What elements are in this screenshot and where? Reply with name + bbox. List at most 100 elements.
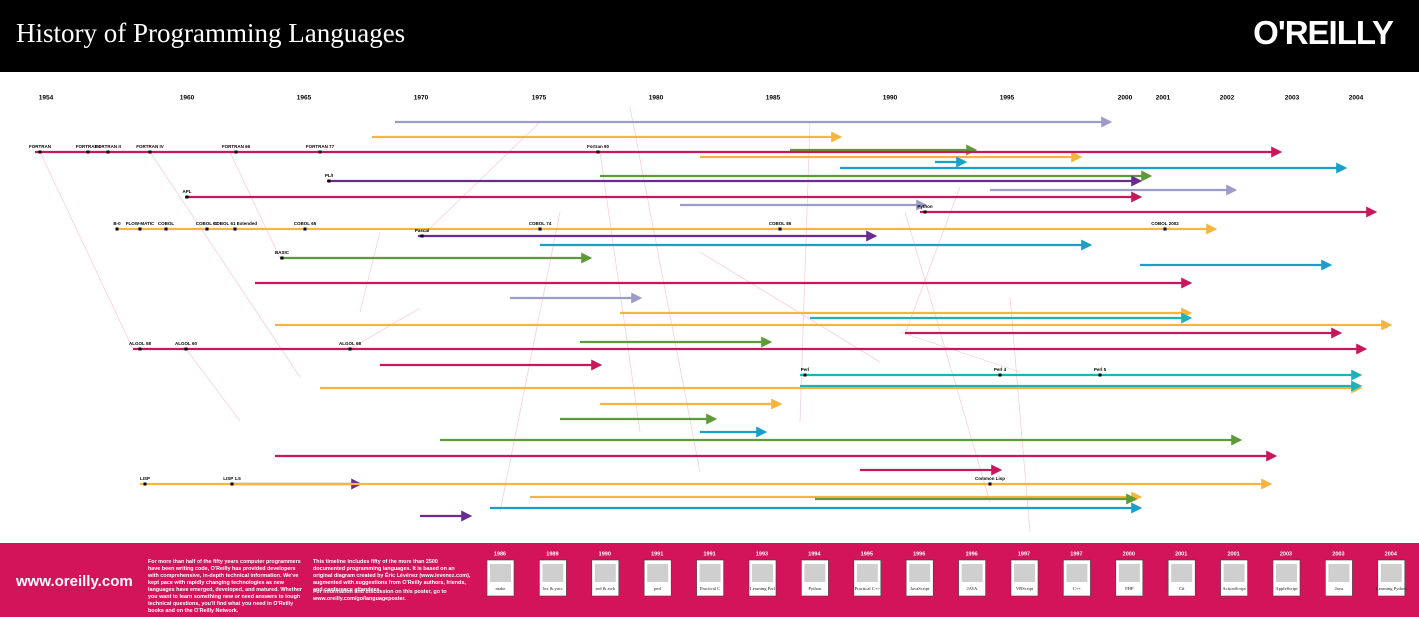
book-strip: 1986 make 1989 lex & yacc 1990 sed & awk 1991 p… [486,551,1407,597]
version-label: COBOL 2002 [1151,221,1179,226]
year-label: 2004 [1349,95,1364,102]
lineage-link [349,307,421,350]
book-art [699,564,721,582]
version-label: FLOW-MATIC [126,221,155,226]
version-node [164,227,168,231]
version-node [185,195,189,199]
version-label: COBOL 65 [294,221,317,226]
year-label: 1975 [532,95,547,102]
book-year: 1993 [756,551,768,557]
book-year: 1991 [651,551,663,557]
book-title: JAVA [967,586,978,591]
year-label: 2003 [1285,95,1300,102]
version-node [923,210,927,214]
poster-title: History of Programming Languages [16,18,406,48]
version-node [280,256,284,260]
book-art [542,564,564,582]
book-art [1328,564,1350,582]
version-node [327,179,331,183]
year-label: 2001 [1156,95,1171,102]
book-title: Java [1335,586,1343,591]
year-label: 1970 [414,95,429,102]
version-label: FORTRAN I [76,144,101,149]
lineage-link [421,121,541,237]
year-label: 1960 [180,95,195,102]
book-title: Practical C++ [855,586,881,591]
version-label: Perl [801,367,810,372]
book-art [961,564,983,582]
lineage-link [1009,296,1031,533]
book-title: VBScript [1016,586,1034,591]
book-year: 2003 [1332,551,1344,557]
book-title: Learning Python [1376,586,1407,591]
version-label: FORTRAN [29,144,51,149]
book-art [1118,564,1140,582]
brand-logo[interactable]: O'REILLY [1253,14,1394,51]
version-node [230,482,234,486]
book-year: 1989 [546,551,558,557]
book-year: 1995 [861,551,873,557]
lineage-link [39,151,134,350]
version-node [318,150,322,154]
lineage-link [904,211,991,503]
version-node [596,150,600,154]
version-node [348,347,352,351]
book-art [856,564,878,582]
version-label: COBOL 74 [529,221,552,226]
book-title: sed & awk [595,586,615,591]
version-label: Pascal [415,228,429,233]
intro-text: For more than half of the fifty years co… [148,559,302,614]
book-year: 2001 [1227,551,1239,557]
version-label: LISP [140,476,150,481]
book-title: make [496,586,506,591]
version-label: FORTRAN 77 [306,144,335,149]
version-node [138,227,142,231]
version-node [988,482,992,486]
book-art [1014,564,1035,582]
lineage-link [149,151,301,378]
year-label: 1965 [297,95,312,102]
version-node [233,227,237,231]
book-art [490,564,511,582]
book-art [752,564,773,582]
version-node [1163,227,1167,231]
lineage-link [599,151,641,433]
version-label: LISP 1.5 [223,476,241,481]
book-title: lex & yacc [543,586,563,591]
book-art [1066,564,1088,582]
version-node [38,150,42,154]
info-text: For information and discussion on this p… [313,589,447,602]
lineage-link [229,151,281,259]
lineage-link [629,106,701,473]
version-label: FORTRAN II [95,144,121,149]
version-node [148,150,152,154]
version-node [998,373,1002,377]
book-title: PHP [1125,586,1134,591]
year-label: 1954 [39,95,54,102]
book-year: 1991 [703,551,715,557]
lineage-link [185,348,241,422]
book-year: 1997 [1018,551,1030,557]
site-url[interactable]: www.oreilly.com [16,573,133,590]
book-art [594,564,616,582]
timeline: 1954 1960 1965 1970 1975 1980 1985 1990 1995 2000… [29,95,1393,533]
book-year: 2003 [1280,551,1292,557]
book-title: Learning Perl [750,586,776,591]
book-art [909,564,931,582]
version-label: FORTRAN 66 [222,144,251,149]
version-label: COBOL 61 [196,221,219,226]
book-year: 2000 [1123,551,1135,557]
version-label: Perl 5 [1094,367,1107,372]
version-node [138,347,142,351]
book-title: AppleScript [1275,586,1298,591]
version-label: Perl 4 [994,367,1007,372]
version-node [205,227,209,231]
year-label: 1990 [883,95,898,102]
version-label: COBOL 85 [769,221,792,226]
book-art [1223,564,1245,582]
lineage-link [799,121,811,423]
version-node [234,150,238,154]
book-title: JavaScript [910,586,930,591]
book-year: 1994 [808,551,821,557]
